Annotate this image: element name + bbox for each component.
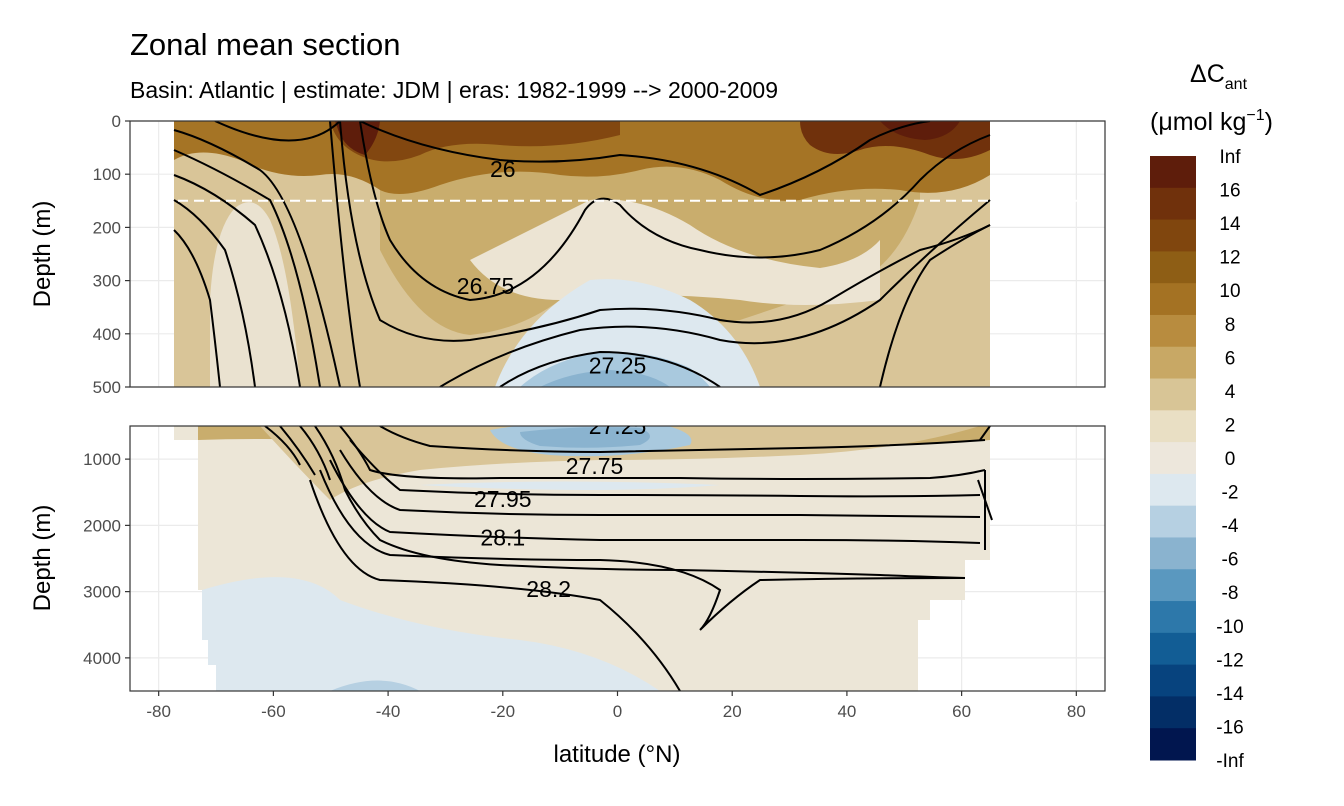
y-tick-label-lower: 2000 bbox=[83, 516, 121, 535]
legend-color-swatch bbox=[1150, 601, 1196, 634]
legend-color-swatch bbox=[1150, 187, 1196, 221]
x-tick-label: -80 bbox=[146, 702, 171, 721]
y-tick-label-lower: 1000 bbox=[83, 450, 121, 469]
legend-color-swatch bbox=[1150, 664, 1196, 697]
legend-tick-label: -Inf bbox=[1216, 751, 1244, 772]
x-tick-label: 80 bbox=[1067, 702, 1086, 721]
contour-label: 26 bbox=[490, 156, 516, 182]
y-tick-label-lower: 3000 bbox=[83, 583, 121, 602]
contour-labels: 26 26.75 27.25 27.25 27.75 27.95 28.128.2 bbox=[457, 156, 646, 602]
legend-color-swatch bbox=[1150, 378, 1196, 411]
legend-tick-label: 14 bbox=[1219, 214, 1241, 235]
legend-color-swatch bbox=[1150, 537, 1196, 570]
contour-label: 26.75 bbox=[457, 273, 515, 299]
lower-panel-field bbox=[174, 426, 993, 691]
legend-tick-label: -16 bbox=[1216, 717, 1243, 738]
legend-unit: (μmol kg−1) bbox=[1150, 107, 1273, 136]
x-tick-label: 60 bbox=[952, 702, 971, 721]
y-tick-label-upper: 200 bbox=[93, 218, 121, 237]
legend-color-swatch bbox=[1150, 156, 1196, 189]
y-tick-label-upper: 0 bbox=[112, 112, 121, 131]
legend-tick-label: 8 bbox=[1225, 315, 1236, 336]
contour-label: 27.25 bbox=[589, 413, 647, 439]
legend-tick-label: Inf bbox=[1219, 147, 1241, 168]
contour-label: 28.1 bbox=[480, 524, 525, 550]
legend: ΔCant (μmol kg−1) Inf 16 14 12 10 8 6 4 2 0 -2 -4 -6… bbox=[1150, 60, 1273, 772]
y-tick-label-upper: 500 bbox=[93, 378, 121, 397]
contour-label: 28.2 bbox=[526, 576, 571, 602]
x-tick-label: -20 bbox=[491, 702, 516, 721]
legend-tick-label: 6 bbox=[1225, 348, 1236, 369]
y-tick-label-lower: 4000 bbox=[83, 649, 121, 668]
legend-tick-label: 4 bbox=[1225, 382, 1236, 403]
contour-label: 27.25 bbox=[589, 353, 647, 379]
y-tick-label-upper: 300 bbox=[93, 272, 121, 291]
legend-tick-label: 10 bbox=[1219, 281, 1240, 302]
lower-panel bbox=[129, 425, 1106, 692]
legend-title: ΔCant bbox=[1190, 60, 1248, 93]
chart-title: Zonal mean section bbox=[130, 27, 401, 62]
legend-tick-label: -10 bbox=[1216, 617, 1243, 638]
legend-tick-label: 2 bbox=[1225, 415, 1236, 436]
legend-tick-label: -4 bbox=[1222, 516, 1239, 537]
legend-color-swatch bbox=[1150, 569, 1196, 602]
legend-color-swatch bbox=[1150, 346, 1196, 380]
y-axis-title-lower: Depth (m) bbox=[29, 505, 56, 612]
legend-color-swatch bbox=[1150, 505, 1196, 538]
x-tick-label: -60 bbox=[261, 702, 286, 721]
legend-color-swatch bbox=[1150, 632, 1196, 666]
legend-tick-label: -2 bbox=[1222, 483, 1239, 504]
y-tick-label-upper: 400 bbox=[93, 325, 121, 344]
x-axis-title: latitude (°N) bbox=[554, 741, 681, 768]
chart-subtitle: Basin: Atlantic | estimate: JDM | eras: … bbox=[130, 77, 778, 103]
legend-tick-label: -8 bbox=[1222, 583, 1239, 604]
x-tick-label: 0 bbox=[613, 702, 622, 721]
legend-color-swatch bbox=[1150, 473, 1196, 507]
legend-tick-label: -12 bbox=[1216, 650, 1243, 671]
legend-tick-label: -6 bbox=[1222, 550, 1239, 571]
legend-color-swatch bbox=[1150, 442, 1196, 475]
legend-color-swatch bbox=[1150, 410, 1196, 443]
upper-panel-field bbox=[130, 121, 1105, 387]
legend-tick-label: 16 bbox=[1219, 181, 1240, 202]
x-tick-label: -40 bbox=[376, 702, 401, 721]
axes: -80 -60 -40 -20 0 20 40 60 80 0 100 200 300 400 500 100… bbox=[83, 112, 1086, 721]
legend-color-swatch bbox=[1150, 251, 1196, 284]
x-tick-label: 40 bbox=[837, 702, 856, 721]
legend-tick-label: 12 bbox=[1219, 248, 1240, 269]
legend-color-swatch bbox=[1150, 219, 1196, 252]
legend-color-swatch bbox=[1150, 314, 1196, 348]
y-tick-label-upper: 100 bbox=[93, 165, 121, 184]
y-axis-title-upper: Depth (m) bbox=[29, 201, 56, 308]
upper-panel bbox=[129, 120, 1106, 388]
legend-color-swatch bbox=[1150, 696, 1196, 729]
legend-color-swatch bbox=[1150, 283, 1196, 316]
legend-tick-label: 0 bbox=[1225, 449, 1236, 470]
legend-tick-label: -14 bbox=[1216, 684, 1244, 705]
contour-label: 27.95 bbox=[474, 486, 532, 512]
legend-color-swatch bbox=[1150, 728, 1196, 761]
contour-label: 27.75 bbox=[566, 453, 624, 479]
x-tick-label: 20 bbox=[723, 702, 742, 721]
